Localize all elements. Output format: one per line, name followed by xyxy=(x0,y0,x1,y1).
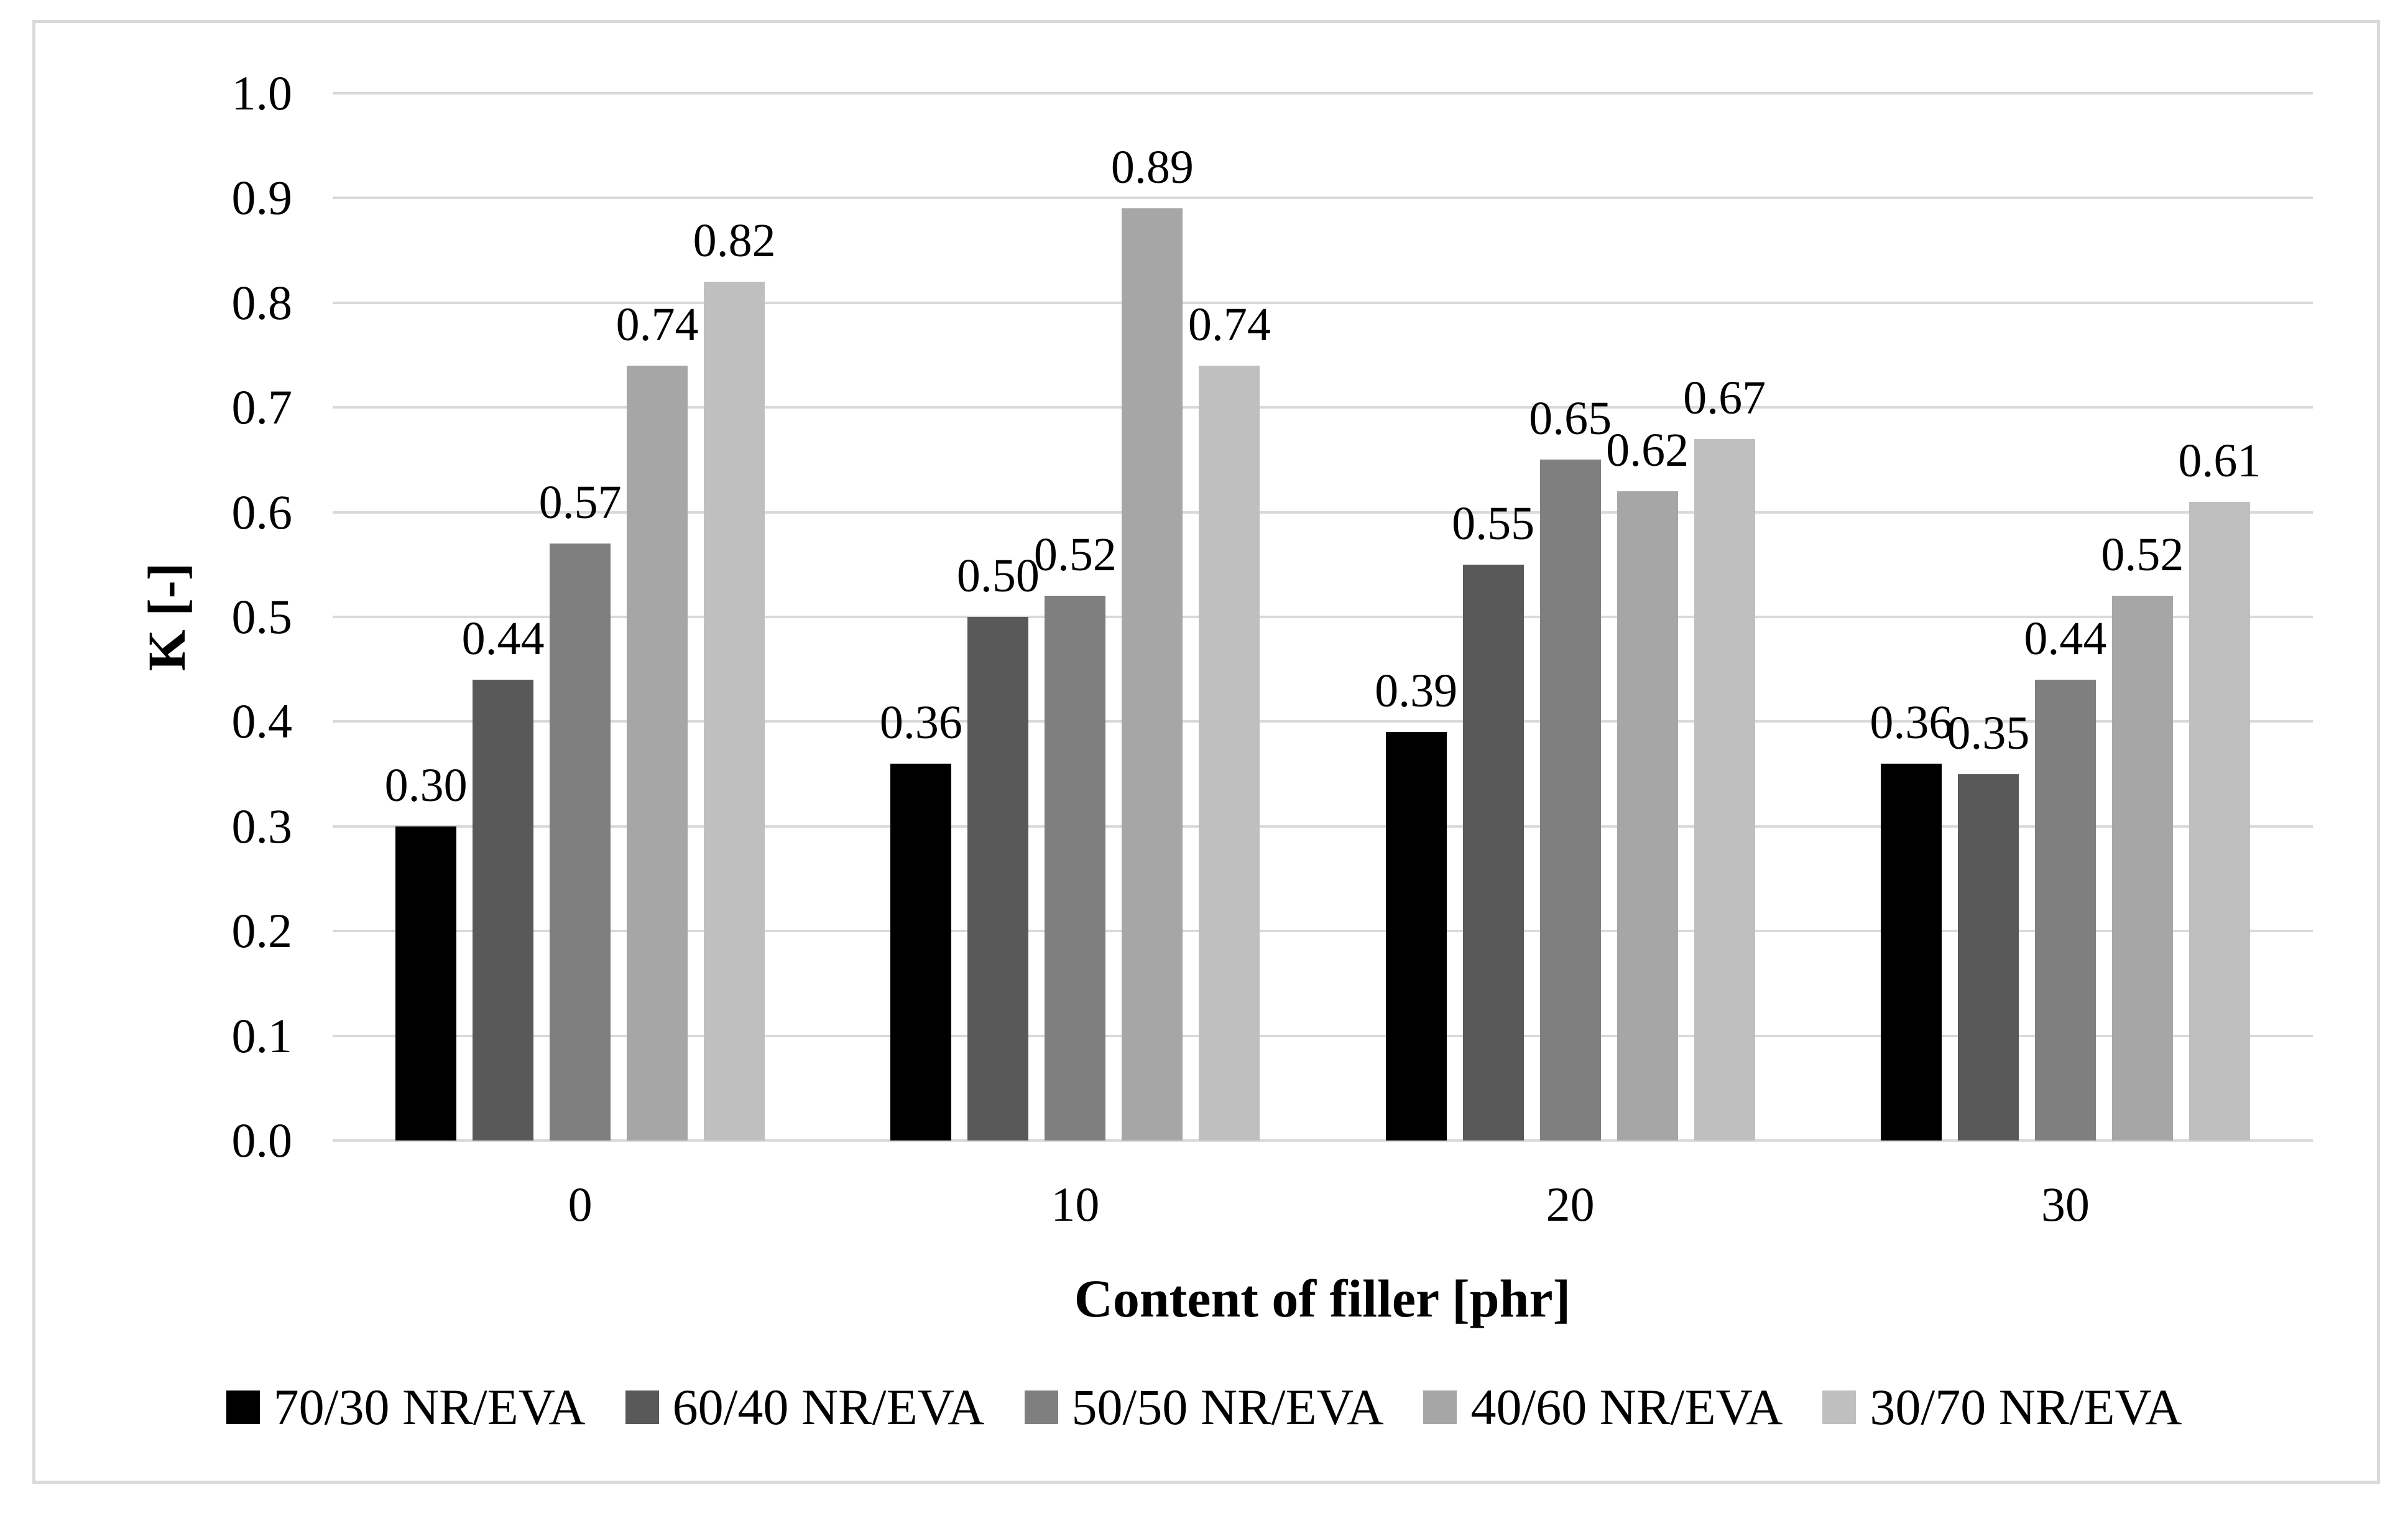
gridline xyxy=(333,930,2313,933)
bar-30-70-nr-eva-cat-20 xyxy=(1694,438,1755,1141)
bar-60-40-nr-eva-cat-30 xyxy=(1957,774,2019,1141)
bar-value-label: 0.36 xyxy=(879,696,962,749)
gridline xyxy=(333,301,2313,304)
bar-value-label: 0.74 xyxy=(1188,298,1271,351)
legend-swatch-icon xyxy=(1024,1390,1058,1424)
y-tick-label: 0.3 xyxy=(231,798,293,853)
legend-label: 30/70 NR/EVA xyxy=(1870,1379,2182,1435)
x-tick-label: 10 xyxy=(1051,1177,1100,1231)
gridline xyxy=(333,616,2313,618)
legend-label: 60/40 NR/EVA xyxy=(672,1379,985,1435)
bar-40-60-nr-eva-cat-20 xyxy=(1617,491,1678,1141)
gridline xyxy=(333,406,2313,409)
y-tick-label: 0.4 xyxy=(231,694,293,749)
legend-swatch-icon xyxy=(1822,1390,1857,1424)
bar-50-50-nr-eva-cat-0 xyxy=(550,544,611,1141)
y-tick-label: 0.7 xyxy=(231,380,293,435)
bar-value-label: 0.44 xyxy=(2024,613,2107,665)
bar-60-40-nr-eva-cat-20 xyxy=(1462,564,1524,1141)
bar-50-50-nr-eva-cat-10 xyxy=(1045,596,1106,1141)
bar-value-label: 0.89 xyxy=(1110,141,1194,194)
plot-area: 0.30 0.44 0.57 0.74 0.82 0.36 0.50 0.52 0.89 0.74… xyxy=(333,92,2313,1142)
bar-value-label: 0.36 xyxy=(1870,696,1953,749)
bar-50-50-nr-eva-cat-20 xyxy=(1539,460,1601,1141)
bar-value-label: 0.35 xyxy=(1947,706,2030,759)
y-tick-label: 0.6 xyxy=(231,484,293,539)
figure-border xyxy=(32,20,2380,1484)
bar-70-30-nr-eva-cat-20 xyxy=(1385,732,1447,1141)
y-tick-label: 0.0 xyxy=(231,1113,293,1167)
bar-60-40-nr-eva-cat-10 xyxy=(967,617,1029,1141)
bar-40-60-nr-eva-cat-30 xyxy=(2111,596,2173,1141)
y-tick-label: 0.2 xyxy=(231,904,293,958)
bar-value-label: 0.74 xyxy=(616,298,699,351)
legend-label: 50/50 NR/EVA xyxy=(1071,1379,1384,1435)
bar-value-label: 0.82 xyxy=(693,215,776,267)
bar-value-label: 0.52 xyxy=(2101,529,2184,581)
y-tick-label: 1.0 xyxy=(231,66,293,120)
gridline xyxy=(333,825,2313,828)
legend-swatch-icon xyxy=(625,1390,659,1424)
bar-value-label: 0.30 xyxy=(384,759,468,812)
legend-swatch-icon xyxy=(1423,1390,1457,1424)
bar-40-60-nr-eva-cat-0 xyxy=(627,365,688,1141)
gridline xyxy=(333,720,2313,723)
gridline xyxy=(333,197,2313,200)
bar-value-label: 0.52 xyxy=(1033,529,1117,581)
bar-value-label: 0.67 xyxy=(1683,371,1766,424)
gridline xyxy=(333,1139,2313,1142)
bar-value-label: 0.62 xyxy=(1606,423,1689,476)
gridline xyxy=(333,92,2313,95)
bar-value-label: 0.61 xyxy=(2178,434,2261,487)
legend-item: 50/50 NR/EVA xyxy=(1024,1379,1384,1435)
bar-50-50-nr-eva-cat-30 xyxy=(2034,680,2096,1141)
y-tick-label: 0.5 xyxy=(231,590,293,644)
bar-30-70-nr-eva-cat-0 xyxy=(704,282,765,1141)
legend: 70/30 NR/EVA 60/40 NR/EVA 50/50 NR/EVA 40/6… xyxy=(37,1382,2371,1433)
legend-swatch-icon xyxy=(226,1390,260,1424)
legend-item: 70/30 NR/EVA xyxy=(226,1382,586,1433)
gridline xyxy=(333,1034,2313,1037)
bar-value-label: 0.50 xyxy=(956,550,1040,602)
bar-70-30-nr-eva-cat-0 xyxy=(395,826,457,1141)
legend-label: 70/30 NR/EVA xyxy=(273,1379,586,1435)
legend-label: 40/60 NR/EVA xyxy=(1470,1379,1783,1435)
bar-value-label: 0.44 xyxy=(461,613,545,665)
bar-value-label: 0.39 xyxy=(1375,665,1458,718)
y-tick-label: 0.1 xyxy=(231,1008,293,1063)
y-tick-label: 0.9 xyxy=(231,170,293,225)
bar-60-40-nr-eva-cat-0 xyxy=(473,680,534,1141)
gridline xyxy=(333,511,2313,514)
bar-30-70-nr-eva-cat-10 xyxy=(1199,365,1260,1141)
bar-value-label: 0.57 xyxy=(538,476,622,529)
bar-70-30-nr-eva-cat-10 xyxy=(890,763,952,1141)
x-axis-title: Content of filler [phr] xyxy=(1074,1269,1571,1328)
bar-70-30-nr-eva-cat-30 xyxy=(1880,763,1942,1141)
y-tick-label: 0.8 xyxy=(231,275,293,330)
bar-30-70-nr-eva-cat-30 xyxy=(2189,501,2250,1141)
legend-item: 30/70 NR/EVA xyxy=(1822,1382,2182,1433)
bar-40-60-nr-eva-cat-10 xyxy=(1122,208,1183,1141)
legend-item: 40/60 NR/EVA xyxy=(1423,1382,1783,1433)
bar-value-label: 0.55 xyxy=(1452,497,1535,550)
bar-value-label: 0.65 xyxy=(1529,392,1612,445)
x-tick-label: 30 xyxy=(2041,1177,2090,1231)
x-tick-label: 0 xyxy=(568,1177,593,1231)
x-tick-label: 20 xyxy=(1546,1177,1595,1231)
legend-item: 60/40 NR/EVA xyxy=(625,1382,985,1433)
